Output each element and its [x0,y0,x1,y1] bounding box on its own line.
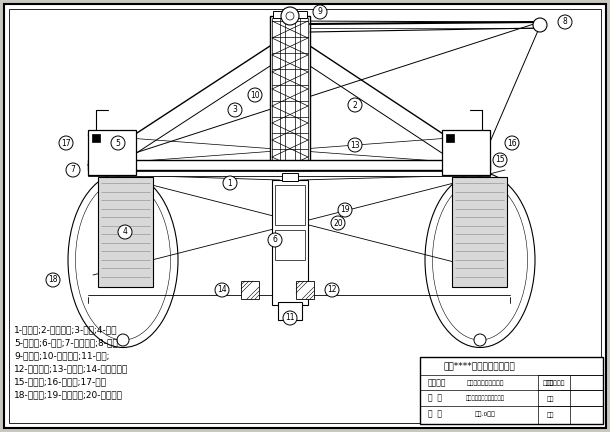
Bar [92,134,100,142]
Circle shape [558,15,572,29]
Text: 图  号: 图 号 [428,410,442,419]
Circle shape [281,7,299,25]
Circle shape [46,273,60,287]
Text: 18-安全网;19-花篮螺丝;20-悬索拉杆: 18-安全网;19-花篮螺丝;20-悬索拉杆 [14,390,123,399]
Circle shape [248,88,262,102]
Circle shape [118,225,132,239]
Bar [282,173,298,181]
Circle shape [283,311,297,325]
Text: 15: 15 [495,156,505,165]
Text: 设计: 设计 [546,380,554,386]
Bar [98,177,153,287]
Text: 校对: 校对 [546,412,554,418]
Circle shape [325,283,339,297]
Circle shape [59,136,73,150]
Text: 图几.0图道: 图几.0图道 [475,411,495,417]
Circle shape [117,334,129,346]
Bar [241,281,259,299]
Text: 烟囱化滑道施工方案工艺图: 烟囱化滑道施工方案工艺图 [465,395,504,401]
Text: 12-安全抱闸;13-限位器;14-起重钢丝绳: 12-安全抱闸;13-限位器;14-起重钢丝绳 [14,364,128,373]
Text: 5: 5 [115,139,120,147]
Text: 14: 14 [217,286,227,295]
Text: 7: 7 [71,165,76,175]
Circle shape [228,103,242,117]
Text: 19: 19 [340,206,350,215]
Bar [275,230,305,260]
Text: 陕西某煤矸石发电工程: 陕西某煤矸石发电工程 [466,380,504,386]
Text: 1: 1 [228,178,232,187]
Bar [88,130,136,175]
Circle shape [348,138,362,152]
Text: 图  名: 图 名 [428,394,442,403]
Circle shape [533,18,547,32]
Bar [270,16,310,175]
Text: 9: 9 [318,7,323,16]
Bar [452,177,507,287]
Text: 5-提升架;6-吊架;7-调径装置;8-拨杆: 5-提升架;6-吊架;7-调径装置;8-拨杆 [14,338,118,347]
Text: 烟囱施工方案: 烟囱施工方案 [543,380,565,386]
Bar [88,171,490,176]
Bar [300,18,308,173]
Circle shape [223,176,237,190]
Circle shape [286,12,294,20]
Text: 17: 17 [61,139,71,147]
Text: 20: 20 [333,219,343,228]
Text: 16: 16 [507,139,517,147]
Bar [296,281,314,299]
Text: 10: 10 [250,90,260,99]
Bar [442,130,490,175]
Bar [420,357,603,424]
Bar [88,160,490,170]
Circle shape [474,334,486,346]
Bar [275,185,305,225]
Bar [273,11,307,18]
Circle shape [215,283,229,297]
Text: 8: 8 [562,18,567,26]
Bar [272,18,280,173]
Text: 11: 11 [285,314,295,323]
Circle shape [66,163,80,177]
Text: 9-天滑轮;10-柔性滑道;11-吊笼;: 9-天滑轮;10-柔性滑道;11-吊笼; [14,351,110,360]
Circle shape [338,203,352,217]
Bar [446,134,454,142]
Text: 3: 3 [232,105,237,114]
Text: 工程名称: 工程名称 [428,378,447,388]
Circle shape [268,233,282,247]
Bar [272,180,308,305]
Bar [278,302,302,320]
Text: 2: 2 [353,101,357,109]
Text: 审核: 审核 [546,396,554,402]
Text: 6: 6 [273,235,278,245]
Text: 15-千斤顶;16-支撑杆;17-栏杆: 15-千斤顶;16-支撑杆;17-栏杆 [14,377,107,386]
Circle shape [313,5,327,19]
Text: 4: 4 [123,228,127,236]
Circle shape [331,216,345,230]
Text: 18: 18 [48,276,58,285]
Circle shape [348,98,362,112]
Circle shape [493,153,507,167]
Text: 中国****冶金建设有限公司: 中国****冶金建设有限公司 [443,362,515,371]
Circle shape [505,136,519,150]
Circle shape [111,136,125,150]
Text: 13: 13 [350,140,360,149]
Text: 1-辐射架;2-随升井架;3-斜撑;4-模板: 1-辐射架;2-随升井架;3-斜撑;4-模板 [14,325,118,334]
Text: 12: 12 [327,286,337,295]
